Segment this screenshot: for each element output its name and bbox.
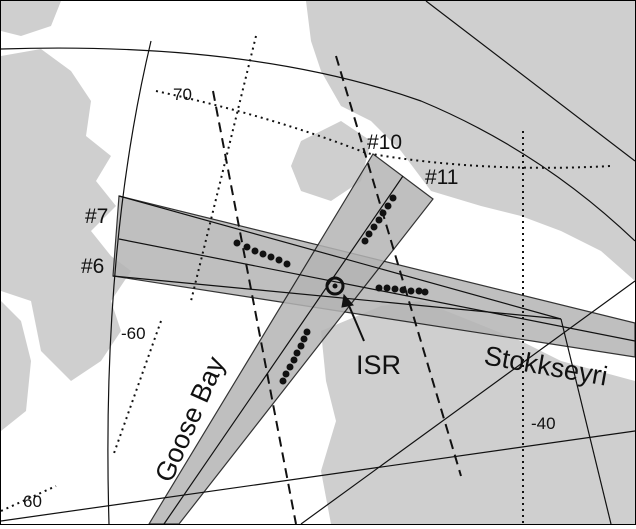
latitude-line-south: [0, 430, 636, 522]
latitude-label-60-left: -60: [121, 324, 146, 343]
latitude-arc-outer: [0, 47, 636, 242]
beam-label-7: #7: [85, 205, 108, 228]
meridian-northeast: [425, 0, 636, 162]
latitude-label-70: 70: [173, 85, 192, 104]
dotted-lines: [0, 35, 612, 524]
beam-label-6: #6: [81, 255, 104, 278]
baffin-fragment: [1, 1, 61, 36]
meridian-southeast: [300, 280, 636, 525]
latitude-60-dotted: [0, 485, 57, 512]
latitude-label-60-bottom: 60: [23, 492, 42, 511]
dots-west-cluster: [233, 239, 291, 268]
beam-centerline-10-11: [163, 175, 404, 525]
radar-label-isr: ISR: [356, 350, 401, 380]
latitude-70-dotted: [155, 90, 612, 169]
beam-edge-lower: [112, 275, 562, 320]
isr-marker: [325, 276, 365, 342]
isr-arrow-head: [341, 293, 354, 308]
south-greenland-tip: [321, 301, 635, 524]
dashed-beam-right: [335, 55, 462, 477]
dots-north-cluster: [361, 194, 397, 245]
dashed-lines: [212, 55, 462, 525]
measurement-dots: [233, 194, 429, 385]
dashed-beam-left: [212, 90, 297, 525]
dots-south-cluster: [279, 328, 311, 385]
labrador-coast-lower: [1, 301, 31, 431]
labrador-coast-upper: [1, 49, 131, 381]
isr-site-ring: [325, 276, 345, 296]
greenland-landmass: [306, 1, 635, 281]
beam-edge-upper: [118, 195, 562, 320]
eastern-island: [291, 121, 371, 201]
beam-label-11: #11: [425, 166, 458, 189]
dots-east-cluster: [375, 284, 429, 296]
meridian-far-right: [560, 318, 612, 525]
longitude-label-40: -40: [531, 414, 556, 433]
isr-arrow-shaft: [346, 300, 365, 342]
meridian-left-arc: [107, 40, 152, 525]
isr-site-center: [332, 283, 338, 289]
beam-label-10: #10: [367, 131, 402, 154]
